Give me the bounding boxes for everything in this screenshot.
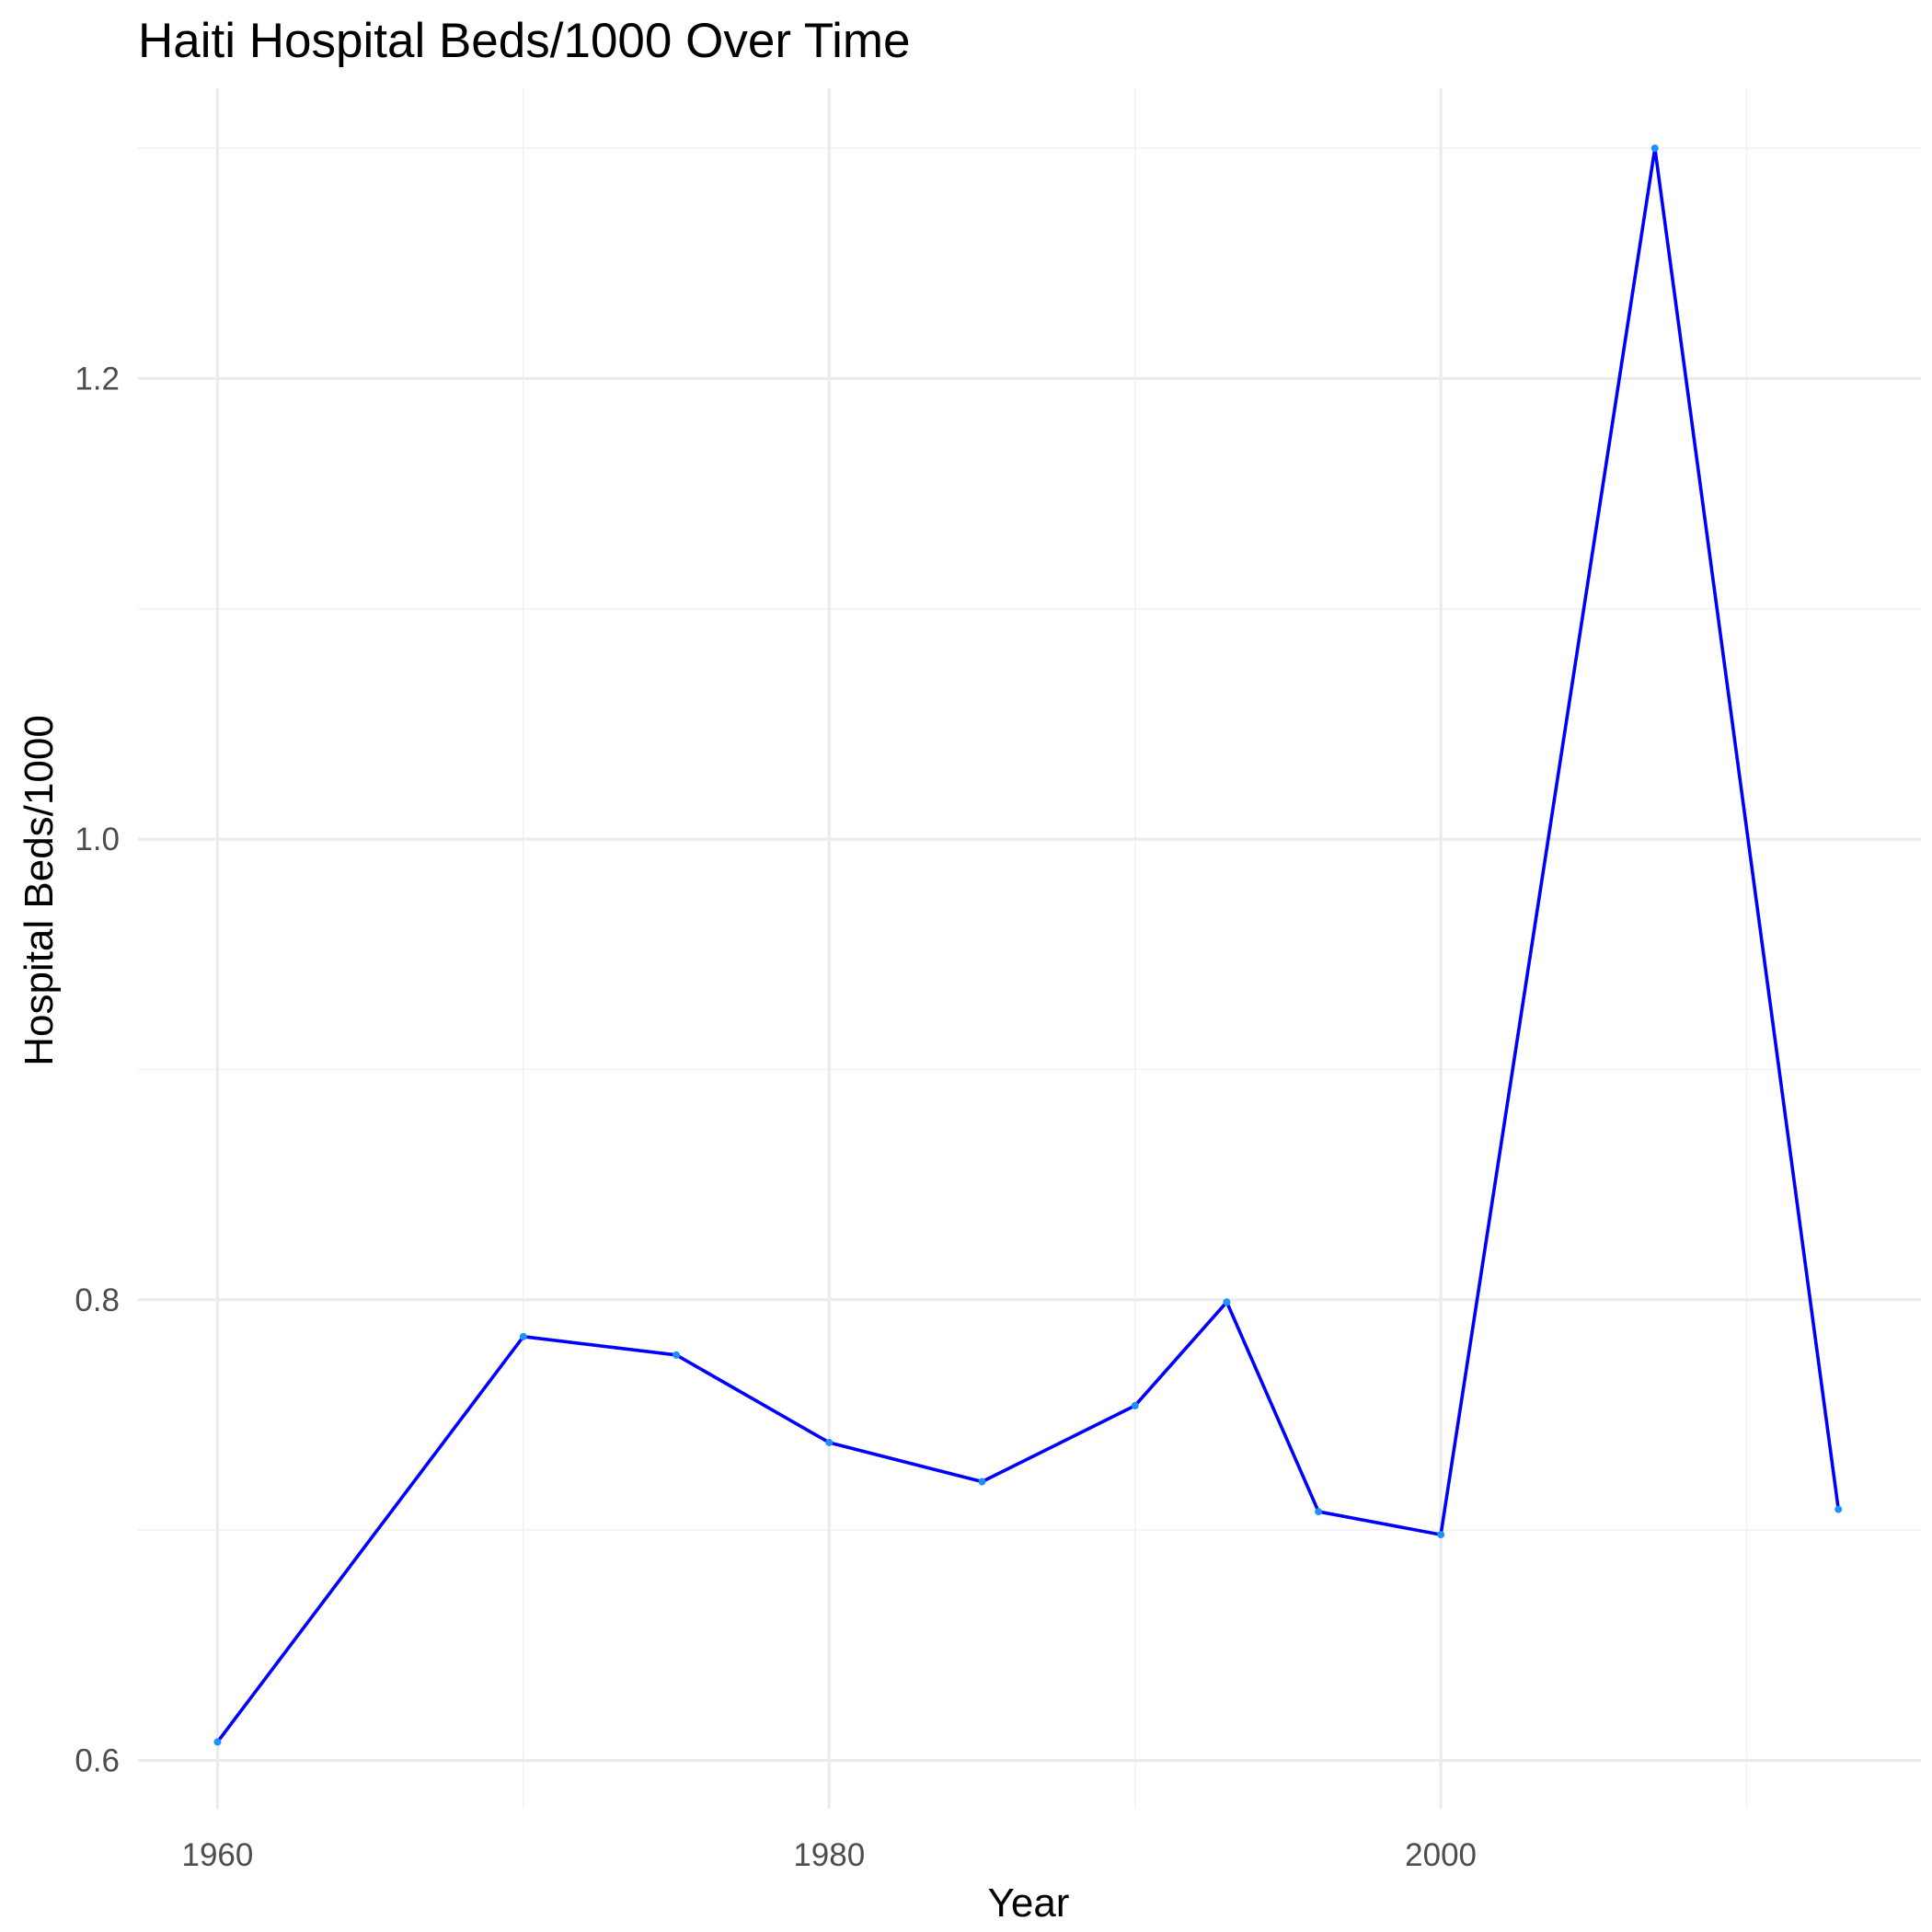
data-point [1315,1508,1323,1516]
data-point [1437,1531,1445,1539]
x-tick-label: 1980 [793,1837,865,1873]
x-tick-labels: 1960 1980 2000 [181,1837,1477,1873]
y-tick-label: 0.8 [75,1282,120,1318]
data-point [825,1438,834,1446]
grid-layer [138,88,1921,1809]
data-point [213,1738,222,1746]
data-point [1650,144,1659,153]
data-point [978,1478,986,1486]
y-tick-label: 1.2 [75,361,120,397]
data-point [1131,1401,1139,1409]
x-tick-label: 1960 [181,1837,253,1873]
points-layer [213,144,1843,1746]
data-point [519,1332,527,1340]
y-axis-title: Hospital Beds/1000 [17,715,62,1066]
x-axis-title: Year [988,1880,1070,1926]
y-tick-label: 0.6 [75,1742,120,1778]
y-tick-label: 1.0 [75,822,120,857]
data-point [1223,1298,1231,1306]
series-line [215,146,1841,1744]
series-layer [215,146,1841,1744]
data-point [673,1351,681,1359]
data-point [1834,1505,1843,1513]
y-tick-labels: 0.6 0.8 1.0 1.2 [75,361,120,1778]
x-tick-label: 2000 [1405,1837,1477,1873]
chart-title: Haiti Hospital Beds/1000 Over Time [138,14,911,68]
